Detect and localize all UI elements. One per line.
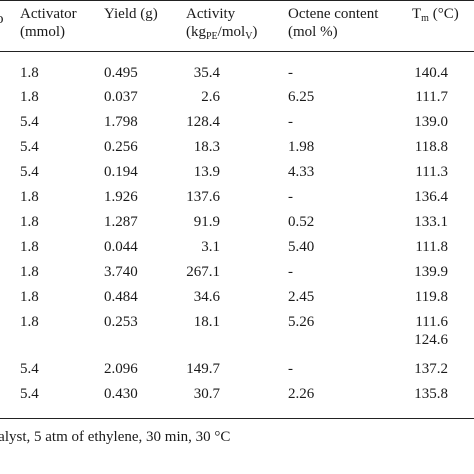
cell-octene: - (288, 361, 293, 377)
cell-activity: 30.7 (193, 386, 220, 402)
header-activity-line1: Activity (186, 6, 236, 22)
cell-activator: 1.8 (20, 65, 39, 81)
cell-yield: 0.253 (104, 314, 138, 330)
cell-activator: 1.8 (20, 189, 39, 205)
cell-activity: 267.1 (186, 264, 220, 280)
cell-yield: 3.740 (104, 264, 138, 280)
cell-activity: 137.6 (186, 189, 220, 205)
top-rule (0, 0, 474, 1)
header-activator: Activator (mmol) (20, 5, 77, 41)
cell-activity: 13.9 (193, 164, 220, 180)
cell-yield: 0.037 (104, 89, 138, 105)
cell-octene: 2.26 (288, 386, 315, 402)
cell-activator: 1.8 (20, 239, 39, 255)
cell-tm: 111.6 (415, 314, 448, 330)
cell-tm: 111.8 (415, 239, 448, 255)
header-activity: Activity (kgPE/molV) (186, 5, 258, 42)
cell-activity: 18.1 (193, 314, 220, 330)
cell-tm: 139.9 (414, 264, 448, 280)
cell-yield: 0.194 (104, 164, 138, 180)
cell-octene: 4.33 (288, 164, 315, 180)
cell-activity: 2.6 (201, 89, 220, 105)
cell-activator: 5.4 (20, 386, 39, 402)
cell-octene: - (288, 264, 293, 280)
cell-activator: 5.4 (20, 361, 39, 377)
cell-yield: 1.287 (104, 214, 138, 230)
header-octene-line2: (mol %) (288, 24, 338, 40)
cell-activator: 5.4 (20, 164, 39, 180)
cell-tm: 136.4 (414, 189, 448, 205)
cell-tm: 139.0 (414, 114, 448, 130)
cell-yield: 1.926 (104, 189, 138, 205)
bottom-rule (0, 418, 474, 419)
cell-activator: 1.8 (20, 214, 39, 230)
cell-activator: 5.4 (20, 114, 39, 130)
cell-yield: 2.096 (104, 361, 138, 377)
cell-activator: 1.8 (20, 289, 39, 305)
cell-yield: 0.044 (104, 239, 138, 255)
cell-yield: 0.430 (104, 386, 138, 402)
cell-tm: 111.3 (415, 164, 448, 180)
cell-activator: 5.4 (20, 139, 39, 155)
cell-octene: - (288, 114, 293, 130)
cell-tm: 119.8 (414, 289, 448, 305)
cell-tm: 124.6 (414, 332, 448, 348)
cell-octene: 1.98 (288, 139, 315, 155)
cell-octene: 0.52 (288, 214, 315, 230)
header-activity-line2: (kgPE/molV) (186, 24, 258, 42)
cell-activity: 3.1 (201, 239, 220, 255)
cell-octene: 6.25 (288, 89, 315, 105)
cell-tm: 140.4 (414, 65, 448, 81)
cell-activity: 34.6 (193, 289, 220, 305)
cell-activator: 1.8 (20, 264, 39, 280)
table-footnote: talyst, 5 atm of ethylene, 30 min, 30 °C (0, 429, 231, 445)
cell-tm: 137.2 (414, 361, 448, 377)
cell-tm: 135.8 (414, 386, 448, 402)
cell-activator: 1.8 (20, 89, 39, 105)
cell-octene: - (288, 65, 293, 81)
cell-activity: 149.7 (186, 361, 220, 377)
cell-yield: 1.798 (104, 114, 138, 130)
cell-tm: 118.8 (414, 139, 448, 155)
cell-yield: 0.256 (104, 139, 138, 155)
cell-tm: 111.7 (415, 89, 448, 105)
cell-octene: 2.45 (288, 289, 315, 305)
cell-activity: 91.9 (193, 214, 220, 230)
header-octene: Octene content (mol %) (288, 5, 378, 41)
header-octene-line1: Octene content (288, 6, 379, 22)
cell-activity: 128.4 (186, 114, 220, 130)
cell-octene: 5.26 (288, 314, 315, 330)
cell-yield: 0.484 (104, 289, 138, 305)
cell-yield: 0.495 (104, 65, 138, 81)
cell-octene: - (288, 189, 293, 205)
header-activator-line1: Activator (20, 6, 77, 22)
header-rule (0, 51, 474, 52)
header-col0-fragment: o (0, 10, 4, 28)
cell-octene: 5.40 (288, 239, 315, 255)
cell-tm: 133.1 (414, 214, 448, 230)
header-tm: Tm (°C) (412, 6, 459, 24)
header-activator-line2: (mmol) (20, 24, 65, 40)
header-yield: Yield (g) (104, 6, 158, 22)
cell-activator: 1.8 (20, 314, 39, 330)
cell-activity: 18.3 (193, 139, 220, 155)
cell-activity: 35.4 (193, 65, 220, 81)
